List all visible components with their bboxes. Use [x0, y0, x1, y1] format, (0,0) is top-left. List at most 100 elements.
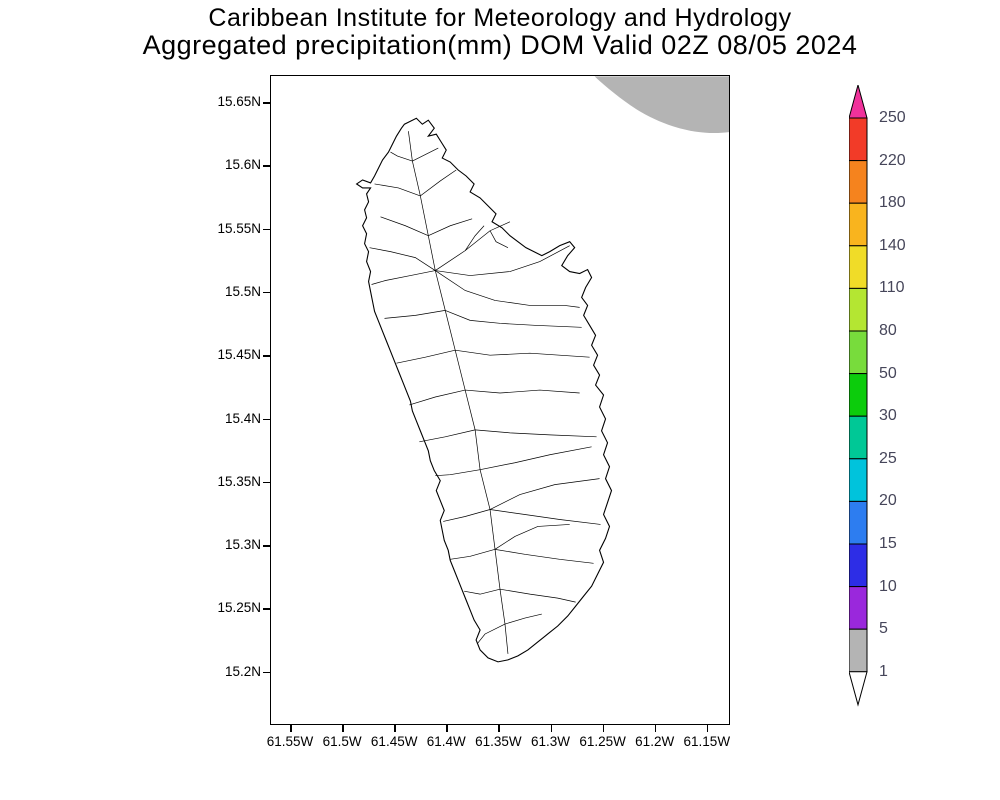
x-axis-tick: [394, 725, 396, 732]
y-axis-tick: [263, 102, 270, 104]
y-axis-tick: [263, 355, 270, 357]
y-axis-tick: [263, 608, 270, 610]
x-axis-tick: [342, 725, 344, 732]
watershed-line: [489, 230, 509, 248]
y-axis-tick: [263, 418, 270, 420]
watershed-line: [494, 524, 570, 550]
watershed-line: [489, 478, 600, 510]
watershed-line: [465, 389, 580, 394]
watershed-line: [435, 245, 570, 276]
watershed-line: [380, 216, 429, 237]
colorbar-tick-label: 1: [879, 662, 888, 680]
x-axis-label: 61.2W: [635, 734, 675, 749]
colorbar-tick-label: 80: [879, 322, 897, 339]
colorbar-segment: [849, 628, 868, 673]
y-axis-label: 15.45N: [217, 347, 261, 363]
colorbar-segment: [849, 330, 868, 375]
watershed-line: [435, 469, 481, 477]
watershed-line: [450, 549, 496, 560]
watershed-line: [455, 349, 590, 358]
x-axis-tick: [706, 725, 709, 732]
colorbar-segment: [849, 160, 868, 204]
watershed-line: [435, 270, 580, 308]
watershed-line: [464, 225, 485, 251]
watershed-line: [435, 221, 511, 271]
colorbar-segment: [849, 586, 868, 630]
colorbar: [849, 85, 868, 707]
y-axis-label: 15.65N: [217, 94, 261, 109]
x-axis-tick: [550, 725, 552, 732]
watershed-line: [480, 446, 592, 471]
x-axis-tick: [654, 725, 657, 732]
y-axis-label: 15.5N: [224, 283, 261, 299]
colorbar-tick-label: 15: [879, 535, 897, 552]
y-axis-label: 15.4N: [224, 410, 261, 426]
x-axis-label: 61.35W: [475, 734, 522, 749]
x-axis-label: 61.25W: [579, 734, 626, 749]
colorbar-below-min-arrow: [849, 671, 868, 707]
colorbar-tick-label: 20: [879, 492, 897, 510]
watershed-line: [475, 429, 597, 438]
colorbar-segment: [849, 287, 868, 332]
watershed-line: [419, 429, 476, 443]
colorbar-tick-label: 50: [879, 364, 897, 382]
watershed-line: [396, 349, 456, 364]
watershed-line: [504, 613, 542, 625]
figure-title-line2: Aggregated precipitation(mm) DOM Valid 0…: [142, 30, 858, 60]
colorbar-tick-label: 30: [879, 407, 897, 425]
watershed-line: [409, 389, 466, 406]
figure-title-line1: Caribbean Institute for Meteorology and …: [208, 4, 792, 32]
x-axis-tick: [602, 725, 605, 732]
y-axis-tick: [263, 671, 270, 674]
y-axis-label: 15.35N: [217, 473, 261, 489]
y-axis-label: 15.25N: [217, 600, 261, 616]
map-plot-area: [270, 75, 730, 725]
colorbar-segment: [849, 245, 868, 289]
x-axis-tick: [498, 725, 500, 732]
watershed-line: [390, 151, 413, 162]
sea-shading-region: [594, 76, 729, 134]
watershed-line: [499, 588, 576, 603]
watershed-line: [464, 588, 501, 595]
y-axis-tick: [263, 228, 270, 231]
colorbar-tick-label: 220: [879, 151, 906, 169]
y-axis-tick: [263, 291, 270, 294]
colorbar-segment: [849, 500, 868, 545]
watershed-line: [428, 218, 473, 237]
y-axis-label: 15.3N: [224, 537, 261, 553]
colorbar-segment: [849, 373, 868, 417]
x-axis-label: 61.3W: [530, 734, 571, 749]
watershed-line: [371, 270, 436, 285]
colorbar-tick-label: 10: [879, 577, 897, 595]
x-axis-label: 61.45W: [370, 734, 418, 749]
x-axis-label: 61.5W: [322, 734, 362, 749]
colorbar-segment: [849, 117, 868, 162]
watershed-line: [420, 169, 457, 197]
watershed-line: [445, 310, 582, 328]
watershed-line: [369, 247, 436, 271]
colorbar-tick-label: 25: [879, 449, 897, 467]
watershed-line: [384, 310, 446, 319]
y-axis-tick: [263, 481, 270, 484]
x-axis-label: 61.55W: [266, 734, 314, 749]
colorbar-tick-label: 140: [879, 236, 906, 254]
x-axis-label: 61.15W: [683, 734, 731, 749]
colorbar-above-max-arrow: [849, 85, 868, 119]
colorbar-segment: [849, 415, 868, 460]
watershed-line: [443, 509, 491, 522]
y-axis-tick: [263, 545, 270, 547]
watershed-line: [412, 147, 439, 162]
watershed-line: [476, 623, 506, 645]
x-axis-label: 61.4W: [426, 734, 466, 749]
watershed-line: [494, 549, 594, 564]
colorbar-tick-label: 250: [879, 109, 906, 126]
colorbar-segment: [849, 543, 868, 588]
island-coastline: [355, 117, 613, 663]
colorbar-segment: [849, 202, 868, 247]
x-axis-tick: [446, 725, 448, 732]
y-axis-label: 15.6N: [224, 157, 261, 173]
colorbar-tick-label: 5: [879, 620, 888, 638]
x-axis-tick: [290, 725, 292, 732]
watershed-boundaries: [369, 131, 601, 654]
